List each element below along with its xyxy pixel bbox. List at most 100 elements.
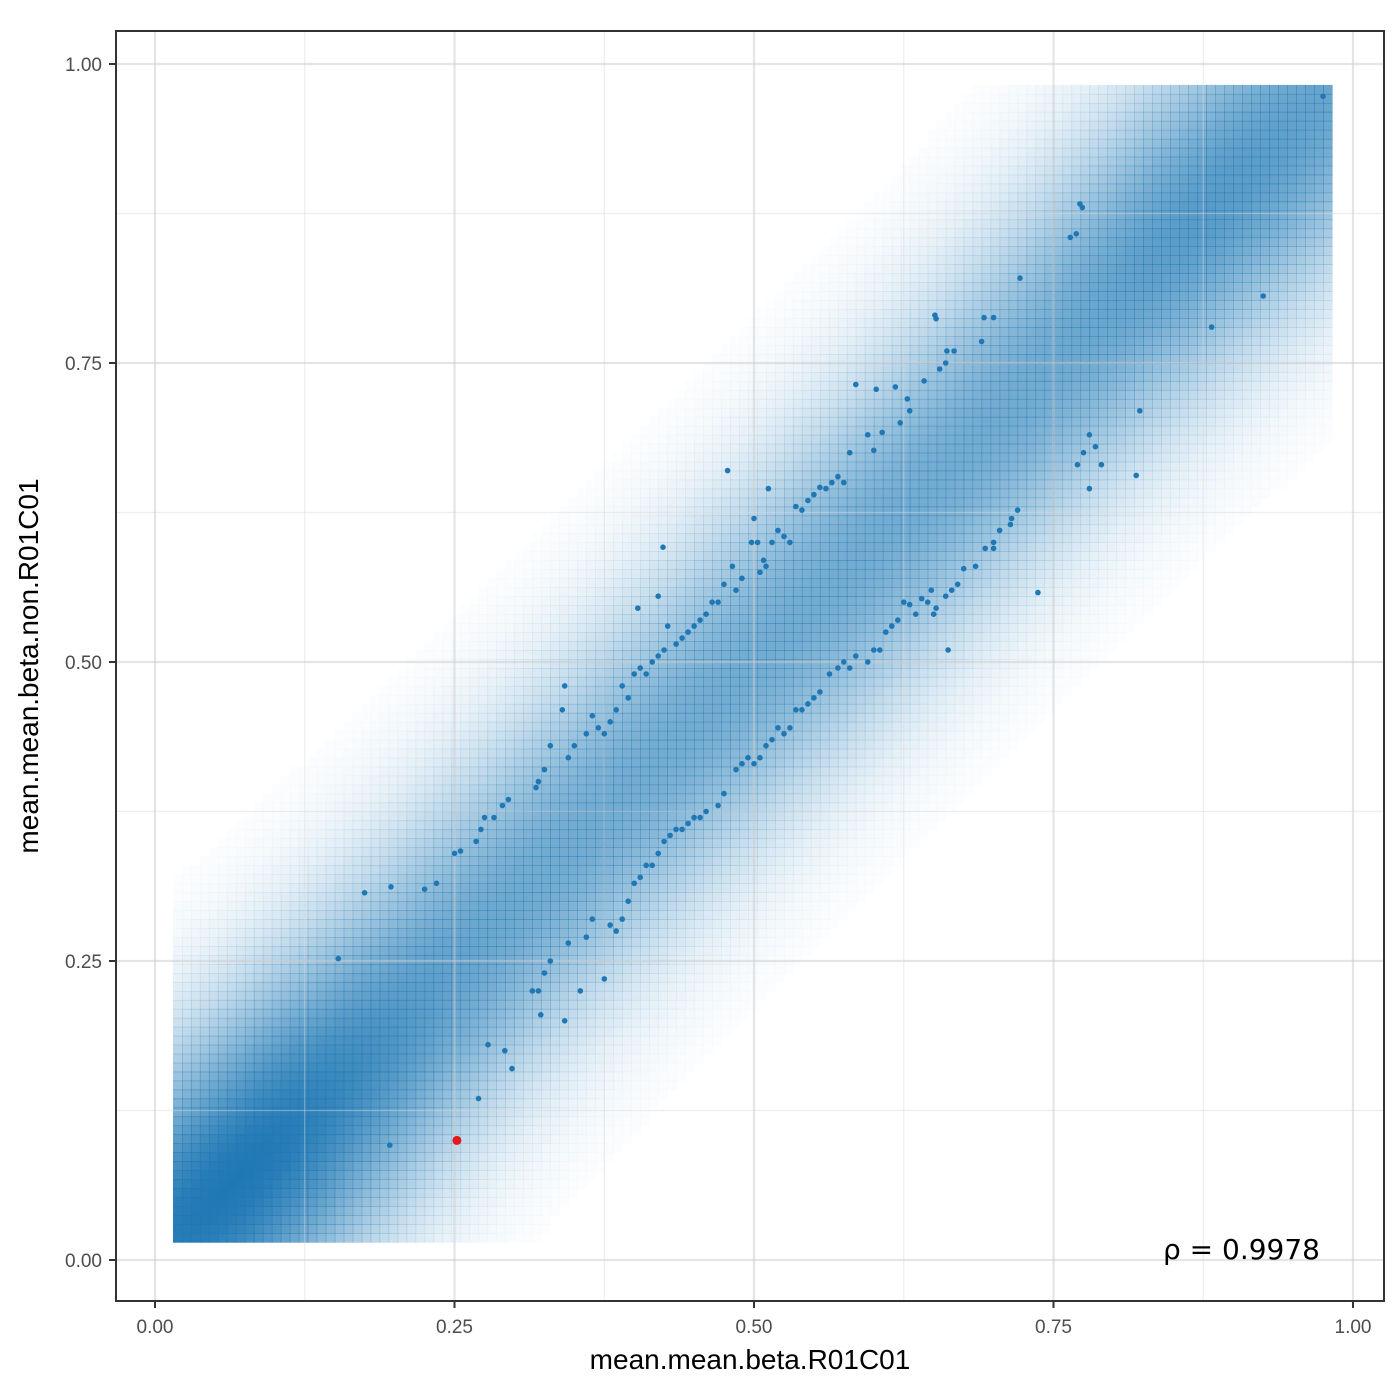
density-cell — [649, 937, 659, 947]
density-cell — [244, 1071, 255, 1082]
density-cell — [325, 919, 336, 929]
density-cell — [631, 533, 641, 543]
density-cell — [334, 1170, 345, 1180]
density-cell — [757, 425, 767, 436]
density-cell — [586, 793, 596, 804]
density-cell — [442, 901, 453, 911]
density-cell — [199, 1089, 210, 1100]
density-cell — [595, 937, 605, 947]
density-cell — [568, 516, 578, 526]
density-cell — [361, 910, 372, 920]
density-cell — [470, 596, 480, 606]
density-cell — [415, 874, 426, 884]
density-cell — [793, 309, 803, 319]
density-cell — [379, 1170, 390, 1180]
density-cell — [361, 1008, 372, 1019]
density-cell — [442, 892, 453, 902]
density-cell — [586, 569, 596, 579]
density-cell — [370, 1053, 381, 1064]
density-cell — [613, 802, 623, 813]
density-cell — [361, 847, 372, 857]
density-cell — [244, 1080, 255, 1091]
density-cell — [703, 766, 713, 777]
density-cell — [712, 587, 722, 597]
density-cell — [568, 659, 578, 669]
density-cell — [343, 865, 354, 875]
density-cell — [496, 1143, 506, 1153]
density-cell — [325, 1116, 336, 1127]
density-cell — [496, 973, 506, 983]
density-cell — [352, 1188, 363, 1198]
density-cell — [191, 874, 201, 884]
density-cell — [676, 650, 686, 660]
density-cell — [460, 1044, 471, 1055]
density-cell — [613, 981, 623, 992]
density-cell — [226, 892, 237, 902]
density-cell — [676, 865, 686, 875]
density-cell — [253, 973, 264, 983]
density-cell — [658, 811, 668, 822]
density-cell — [739, 901, 749, 911]
density-cell — [505, 1215, 515, 1225]
density-cell — [415, 838, 426, 848]
density-cell — [280, 990, 291, 1001]
density-cell — [810, 730, 821, 741]
density-cell — [361, 811, 372, 822]
density-cell — [730, 784, 740, 795]
density-cell — [559, 838, 569, 848]
density-cell — [469, 892, 480, 902]
density-cell — [559, 946, 569, 956]
density-cell — [388, 1107, 399, 1118]
density-cell — [433, 1098, 444, 1109]
density-cell — [766, 730, 776, 741]
density-cell — [262, 973, 273, 983]
density-cell — [810, 327, 821, 337]
density-cell — [334, 1116, 345, 1127]
density-cell — [685, 748, 695, 759]
density-cell — [316, 856, 327, 866]
density-cell — [568, 748, 578, 759]
density-cell — [523, 578, 533, 588]
density-cell — [289, 928, 300, 938]
density-cell — [766, 506, 776, 517]
density-cell — [739, 802, 749, 813]
density-cell — [173, 892, 183, 902]
density-cell — [182, 999, 192, 1010]
density-cell — [568, 1161, 578, 1171]
density-cell — [801, 874, 812, 884]
density-cell — [676, 390, 686, 400]
density-cell — [406, 784, 417, 795]
density-cell — [712, 488, 722, 499]
density-cell — [757, 874, 767, 884]
density-cell — [478, 676, 489, 687]
density-cell — [784, 650, 794, 660]
density-cell — [317, 758, 327, 768]
density-cell — [253, 910, 264, 920]
density-cell — [819, 336, 830, 346]
density-cell — [721, 811, 731, 822]
density-cell — [334, 1008, 345, 1019]
density-cell — [622, 1099, 632, 1109]
density-cell — [685, 479, 695, 490]
density-cell — [190, 981, 201, 992]
density-cell — [415, 964, 426, 974]
density-cell — [262, 1098, 273, 1109]
density-cell — [505, 676, 515, 687]
density-cell — [424, 1080, 435, 1091]
density-cell — [810, 398, 821, 409]
density-cell — [361, 856, 372, 866]
density-cell — [676, 659, 686, 669]
density-cell — [298, 1161, 309, 1171]
density-cell — [253, 1143, 264, 1153]
density-cell — [532, 694, 542, 705]
density-cell — [307, 1071, 318, 1082]
density-cell — [685, 452, 695, 463]
density-cell — [667, 515, 677, 526]
density-cell — [703, 928, 713, 938]
density-cell — [640, 596, 650, 606]
density-cell — [541, 730, 551, 741]
density-cell — [262, 990, 273, 1001]
density-cell — [434, 659, 444, 669]
density-cell — [730, 856, 740, 866]
density-cell — [235, 1224, 246, 1234]
